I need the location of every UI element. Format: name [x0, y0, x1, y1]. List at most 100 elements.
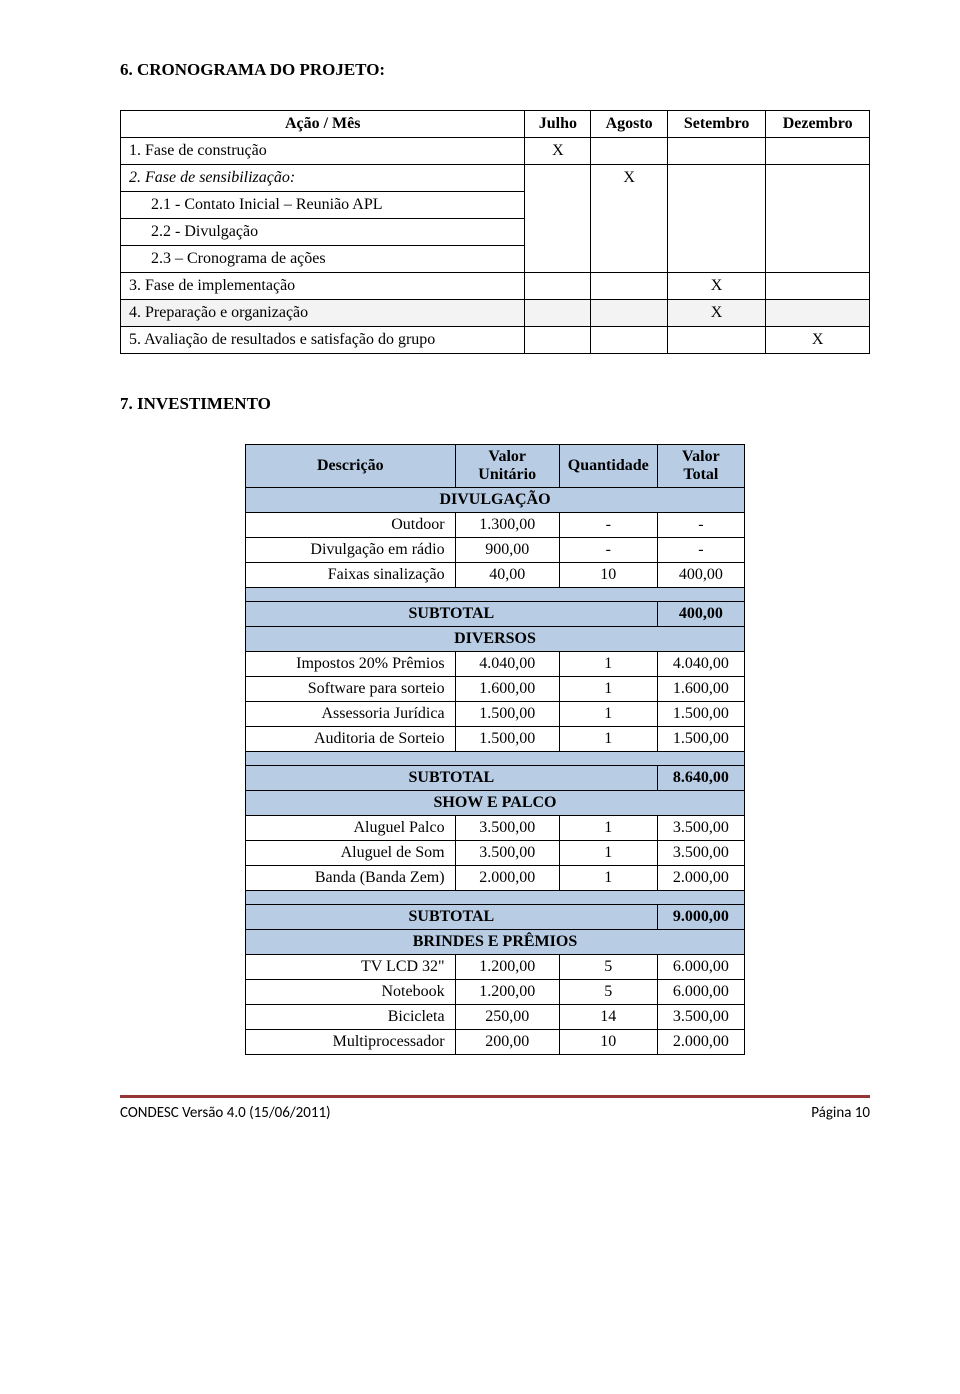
- table-row: Aluguel de Som3.500,0013.500,00: [246, 841, 745, 866]
- subtotal-label: SUBTOTAL: [246, 602, 658, 627]
- unit-cell: 3.500,00: [455, 816, 559, 841]
- total-cell: 3.500,00: [657, 1005, 744, 1030]
- invest-header-row: Descrição Valor Unitário Quantidade Valo…: [246, 445, 745, 488]
- mark-cell: [667, 165, 765, 273]
- col-valor-unitario: Valor Unitário: [455, 445, 559, 488]
- subtotal-row: SUBTOTAL400,00: [246, 602, 745, 627]
- total-cell: 1.600,00: [657, 677, 744, 702]
- mark-cell: [766, 300, 870, 327]
- col-julho: Julho: [525, 111, 591, 138]
- subtotal-spacer: [246, 891, 745, 905]
- mark-cell: [525, 327, 591, 354]
- mark-cell: [525, 300, 591, 327]
- mark-cell: [591, 138, 668, 165]
- table-row: Multiprocessador200,00102.000,00: [246, 1030, 745, 1055]
- footer-right: Página 10: [811, 1104, 870, 1122]
- qty-cell: 1: [559, 677, 657, 702]
- action-cell: 5. Avaliação de resultados e satisfação …: [121, 327, 525, 354]
- desc-cell: Impostos 20% Prêmios: [246, 652, 456, 677]
- desc-cell: Software para sorteio: [246, 677, 456, 702]
- unit-cell: 40,00: [455, 563, 559, 588]
- table-row: Auditoria de Sorteio1.500,0011.500,00: [246, 727, 745, 752]
- desc-cell: Notebook: [246, 980, 456, 1005]
- table-row: TV LCD 32"1.200,0056.000,00: [246, 955, 745, 980]
- col-agosto: Agosto: [591, 111, 668, 138]
- spacer-cell: [246, 588, 745, 602]
- group-header-row: DIVERSOS: [246, 627, 745, 652]
- group-header: BRINDES E PRÊMIOS: [246, 930, 745, 955]
- subtotal-value: 8.640,00: [657, 766, 744, 791]
- mark-cell: [766, 165, 870, 273]
- desc-cell: Aluguel Palco: [246, 816, 456, 841]
- spacer-cell: [246, 891, 745, 905]
- table-row: Impostos 20% Prêmios4.040,0014.040,00: [246, 652, 745, 677]
- total-cell: -: [657, 513, 744, 538]
- unit-cell: 900,00: [455, 538, 559, 563]
- subtotal-value: 9.000,00: [657, 905, 744, 930]
- table-row: 4. Preparação e organizaçãoX: [121, 300, 870, 327]
- qty-cell: 10: [559, 563, 657, 588]
- group-header: SHOW E PALCO: [246, 791, 745, 816]
- table-row: 3. Fase de implementação X: [121, 273, 870, 300]
- page-footer: CONDESC Versão 4.0 (15/06/2011) Página 1…: [120, 1104, 870, 1122]
- table-row: Divulgação em rádio900,00--: [246, 538, 745, 563]
- desc-cell: Auditoria de Sorteio: [246, 727, 456, 752]
- mark-cell: [667, 138, 765, 165]
- total-cell: 4.040,00: [657, 652, 744, 677]
- investimento-table: Descrição Valor Unitário Quantidade Valo…: [245, 444, 745, 1055]
- total-cell: 3.500,00: [657, 841, 744, 866]
- group-header: DIVULGAÇÃO: [246, 488, 745, 513]
- mark-cell: X: [591, 165, 668, 273]
- table-row: Notebook1.200,0056.000,00: [246, 980, 745, 1005]
- col-descricao: Descrição: [246, 445, 456, 488]
- desc-cell: TV LCD 32": [246, 955, 456, 980]
- desc-cell: Faixas sinalização: [246, 563, 456, 588]
- section6-title: 6. CRONOGRAMA DO PROJETO:: [120, 60, 870, 80]
- table-row: Outdoor1.300,00--: [246, 513, 745, 538]
- qty-cell: 5: [559, 980, 657, 1005]
- col-quantidade: Quantidade: [559, 445, 657, 488]
- mark-cell: [591, 300, 668, 327]
- col-valor-total: Valor Total: [657, 445, 744, 488]
- table-row: Bicicleta250,00143.500,00: [246, 1005, 745, 1030]
- action-cell: 3. Fase de implementação: [121, 273, 525, 300]
- unit-cell: 4.040,00: [455, 652, 559, 677]
- table-row: 2. Fase de sensibilização:X: [121, 165, 870, 192]
- table-row: Assessoria Jurídica1.500,0011.500,00: [246, 702, 745, 727]
- subtotal-spacer: [246, 752, 745, 766]
- unit-cell: 1.300,00: [455, 513, 559, 538]
- desc-cell: Aluguel de Som: [246, 841, 456, 866]
- unit-cell: 1.500,00: [455, 702, 559, 727]
- mark-cell: X: [667, 273, 765, 300]
- unit-cell: 1.200,00: [455, 955, 559, 980]
- total-cell: 6.000,00: [657, 980, 744, 1005]
- mark-cell: [525, 273, 591, 300]
- subtotal-value: 400,00: [657, 602, 744, 627]
- total-cell: -: [657, 538, 744, 563]
- table-row: 1. Fase de construçãoX: [121, 138, 870, 165]
- total-cell: 400,00: [657, 563, 744, 588]
- qty-cell: 1: [559, 727, 657, 752]
- qty-cell: -: [559, 538, 657, 563]
- qty-cell: 1: [559, 816, 657, 841]
- unit-cell: 200,00: [455, 1030, 559, 1055]
- unit-cell: 3.500,00: [455, 841, 559, 866]
- qty-cell: 1: [559, 652, 657, 677]
- group-header-row: SHOW E PALCO: [246, 791, 745, 816]
- unit-cell: 1.500,00: [455, 727, 559, 752]
- mark-cell: [591, 327, 668, 354]
- table-row: Faixas sinalização40,0010400,00: [246, 563, 745, 588]
- desc-cell: Divulgação em rádio: [246, 538, 456, 563]
- qty-cell: -: [559, 513, 657, 538]
- total-cell: 2.000,00: [657, 1030, 744, 1055]
- total-cell: 1.500,00: [657, 702, 744, 727]
- mark-cell: [766, 138, 870, 165]
- subtotal-spacer: [246, 588, 745, 602]
- total-cell: 6.000,00: [657, 955, 744, 980]
- col-dezembro: Dezembro: [766, 111, 870, 138]
- group-header: DIVERSOS: [246, 627, 745, 652]
- mark-cell: [525, 165, 591, 273]
- qty-cell: 1: [559, 702, 657, 727]
- subtotal-row: SUBTOTAL9.000,00: [246, 905, 745, 930]
- mark-cell: [766, 273, 870, 300]
